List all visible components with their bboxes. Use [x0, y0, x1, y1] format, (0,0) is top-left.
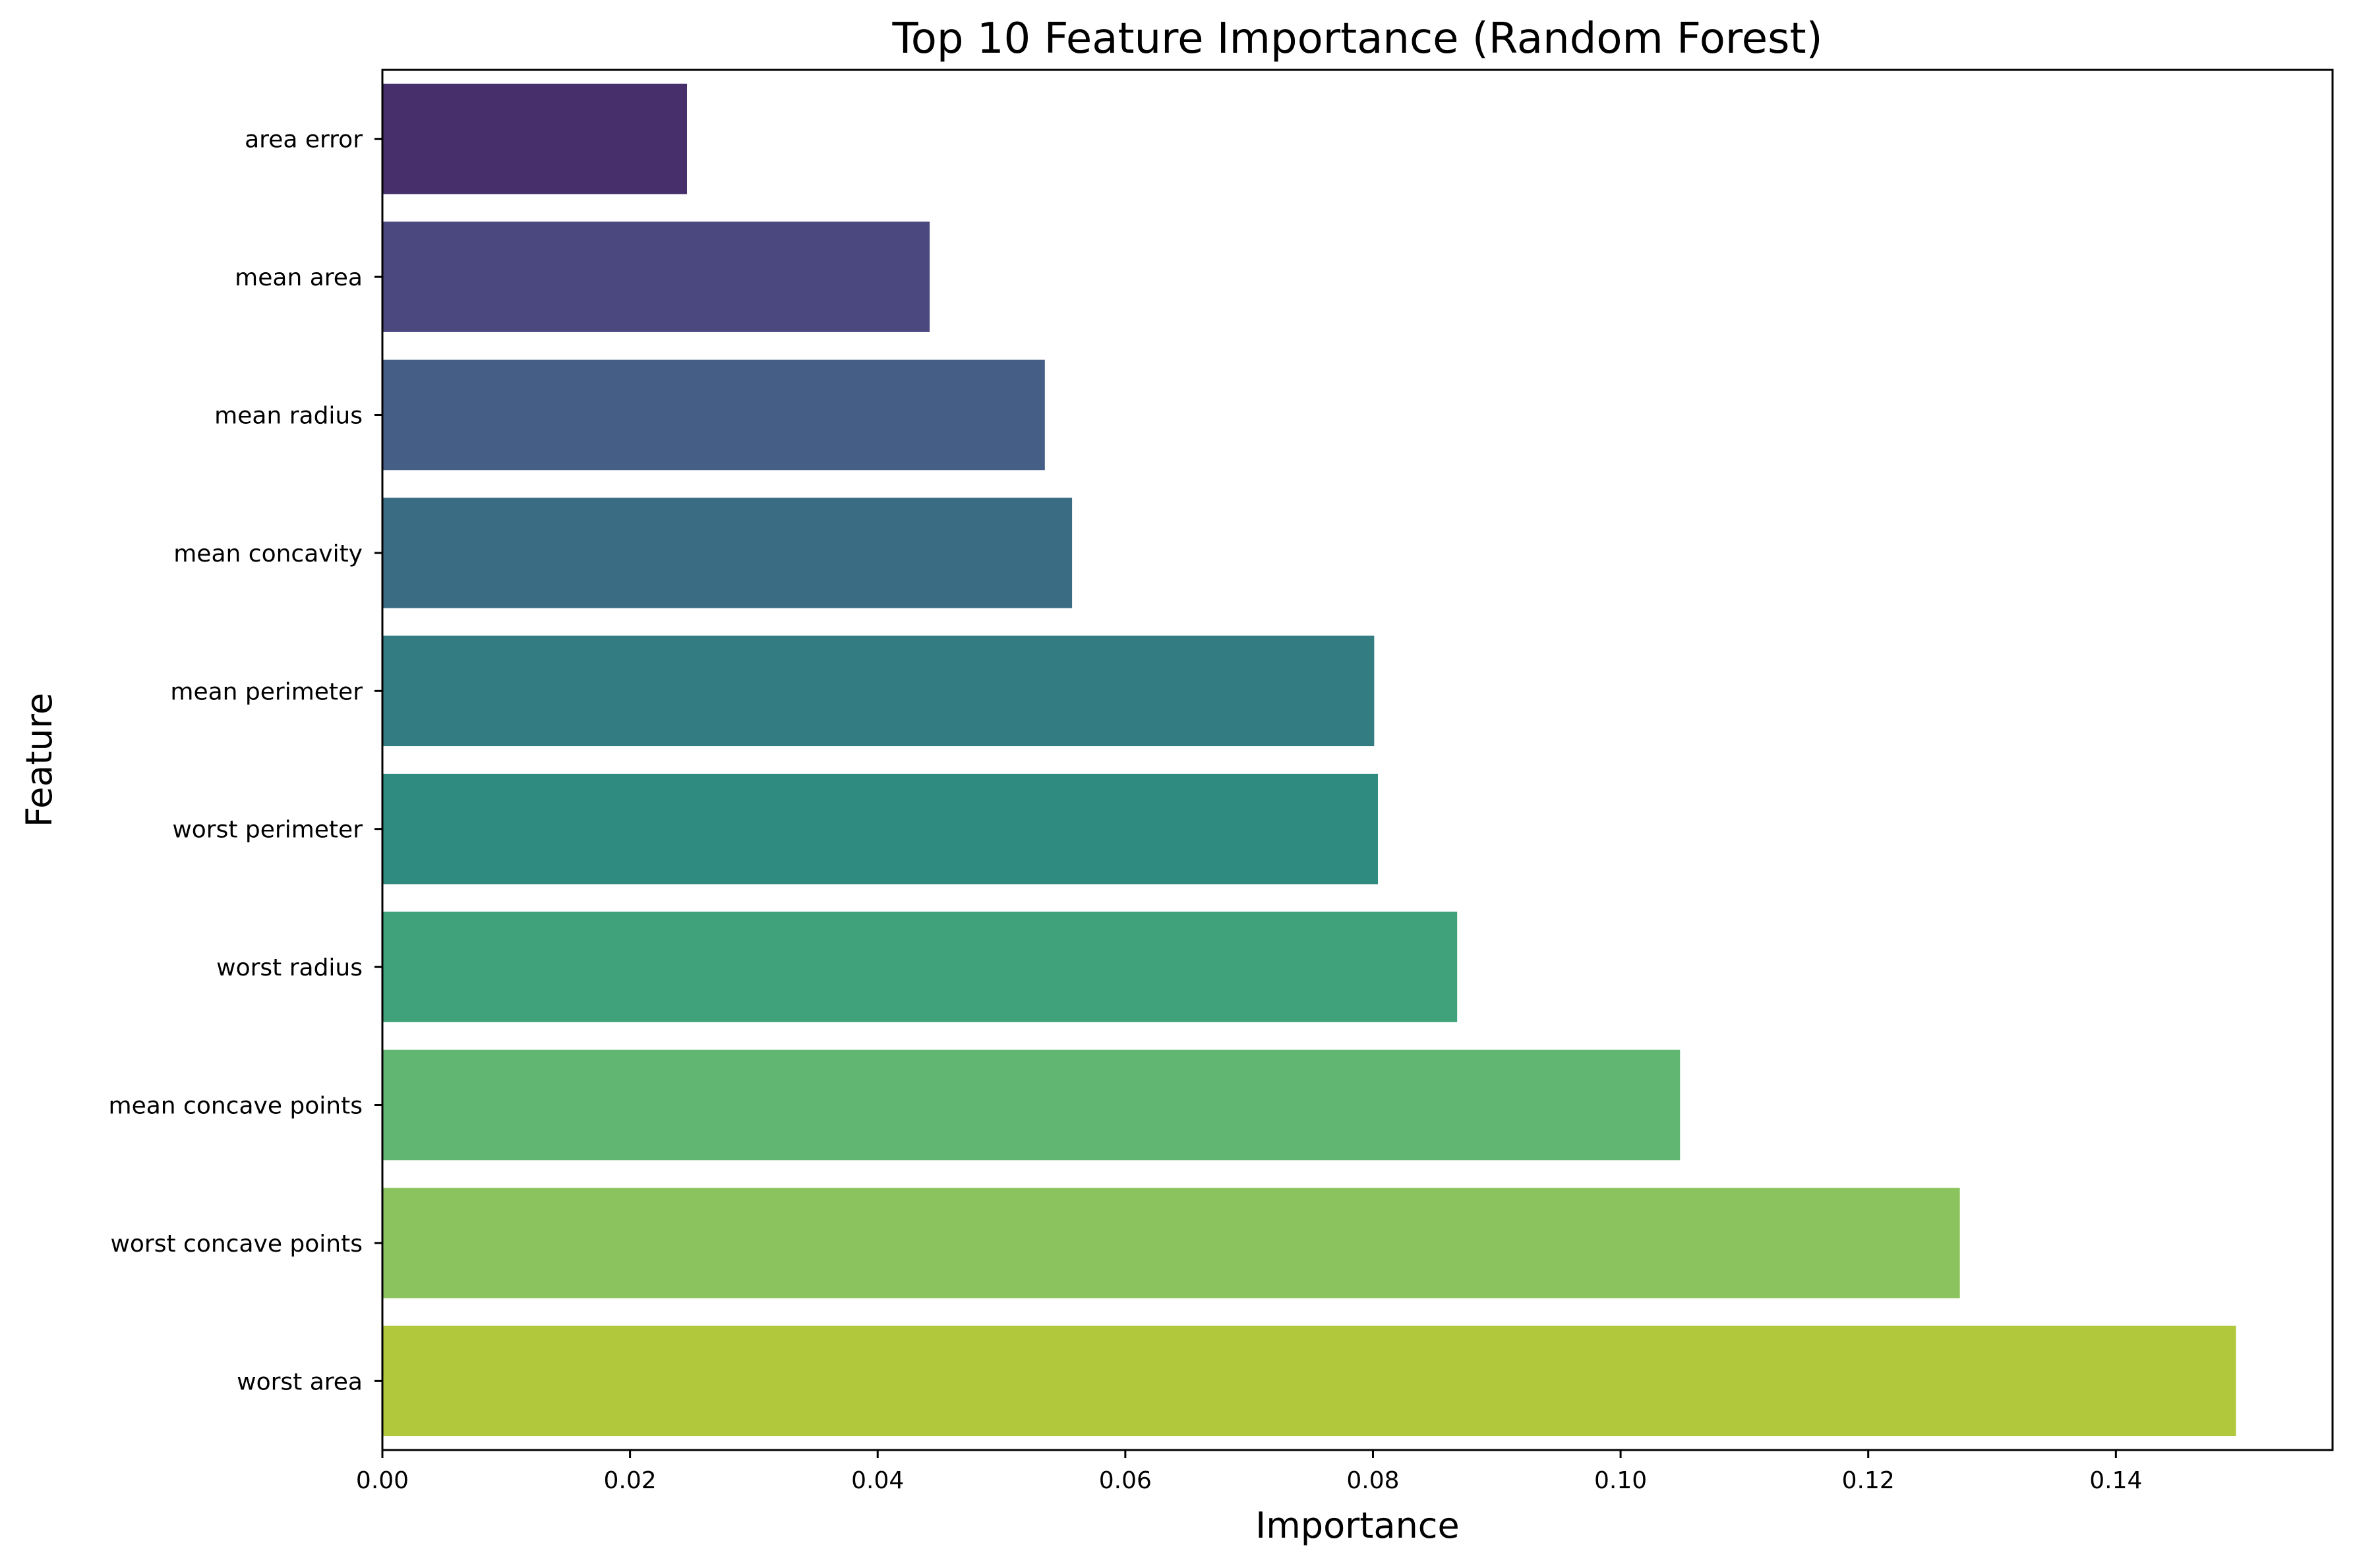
y-tick-label: area error [245, 127, 363, 154]
bar-worst-perimeter [382, 773, 1378, 885]
x-axis-ticks: 0.00 0.02 0.04 0.06 0.08 0.10 0.12 0.14 [356, 1450, 2142, 1494]
y-tick-label: worst concave points [110, 1231, 363, 1258]
y-tick-label: mean radius [214, 403, 363, 430]
x-tick-label: 0.06 [1099, 1467, 1152, 1494]
y-axis-title: Feature [18, 693, 60, 827]
x-tick-label: 0.12 [1842, 1467, 1895, 1494]
bars-group [382, 83, 2236, 1437]
bar-mean-perimeter [382, 635, 1375, 747]
bar-worst-area [382, 1325, 2236, 1437]
y-tick-label: mean concave points [109, 1093, 363, 1120]
bar-worst-radius [382, 912, 1458, 1022]
plot-frame [381, 69, 2334, 1451]
bar-mean-concave-points [382, 1049, 1681, 1161]
y-tick-label: mean area [235, 264, 363, 291]
y-tick-label: mean perimeter [170, 678, 363, 705]
x-tick-label: 0.02 [604, 1467, 657, 1494]
bar-area-error [382, 83, 688, 194]
bar-mean-area [382, 221, 930, 332]
chart-title: Top 10 Feature Importance (Random Forest… [891, 15, 1822, 63]
y-tick-label: worst perimeter [172, 817, 363, 844]
bar-mean-concavity [382, 498, 1073, 608]
x-tick-label: 0.14 [2089, 1467, 2142, 1494]
y-tick-label: mean concavity [173, 540, 363, 567]
x-axis-title: Importance [1255, 1505, 1459, 1546]
x-tick-label: 0.08 [1346, 1467, 1399, 1494]
x-tick-label: 0.04 [851, 1467, 904, 1494]
x-tick-label: 0.10 [1594, 1467, 1647, 1494]
y-axis-ticks: area error mean area mean radius mean conca… [109, 127, 382, 1395]
bar-mean-radius [382, 359, 1045, 471]
y-tick-label: worst area [237, 1368, 363, 1395]
x-tick-label: 0.00 [356, 1467, 409, 1494]
bar-worst-concave-points [382, 1188, 1960, 1298]
y-tick-label: worst radius [216, 954, 363, 981]
